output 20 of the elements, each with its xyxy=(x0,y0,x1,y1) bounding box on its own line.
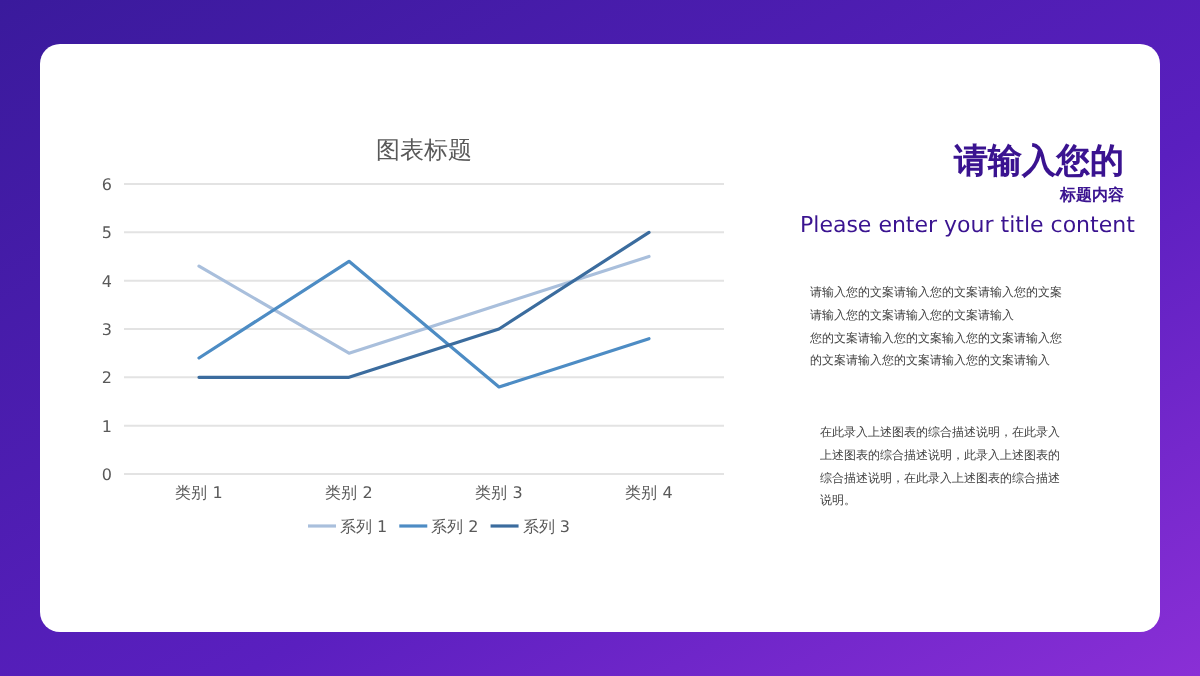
y-tick-label: 2 xyxy=(101,369,112,388)
x-tick-label: 类别 1 xyxy=(175,484,223,502)
x-tick-label: 类别 3 xyxy=(475,484,523,502)
x-tick-label: 类别 4 xyxy=(625,484,673,502)
legend-label: 系列 2 xyxy=(431,518,479,536)
chart-title: 图表标题 xyxy=(376,136,472,164)
legend-label: 系列 3 xyxy=(522,518,570,536)
x-tick-label: 类别 2 xyxy=(325,484,373,502)
line-series xyxy=(197,259,651,389)
y-tick-label: 3 xyxy=(101,321,112,339)
text: 请输入您的 xyxy=(952,142,1124,180)
text: 标题内容 xyxy=(1058,184,1126,204)
line-series xyxy=(197,254,651,355)
y-tick-label: 4 xyxy=(101,272,112,291)
y-tick-label: 6 xyxy=(101,176,112,194)
text: Please enter your title content xyxy=(800,212,1137,238)
legend-label: 系列 1 xyxy=(340,518,388,536)
y-tick-label: 5 xyxy=(101,224,112,243)
y-tick-label: 1 xyxy=(101,417,112,436)
y-tick-label: 0 xyxy=(101,466,112,484)
